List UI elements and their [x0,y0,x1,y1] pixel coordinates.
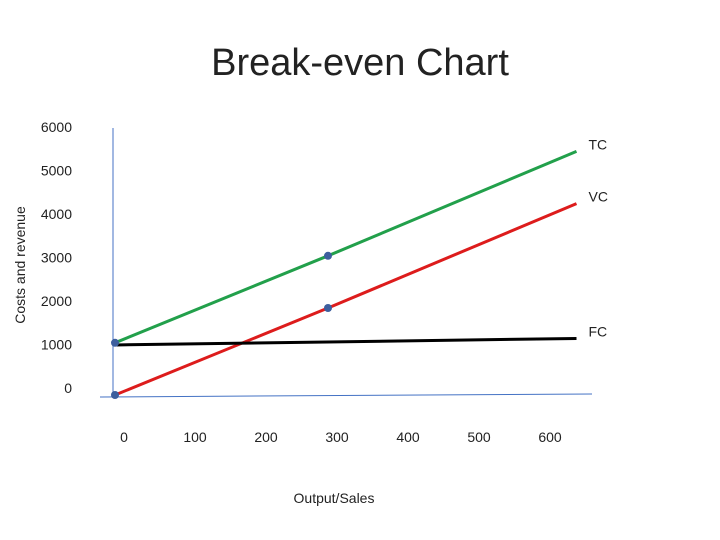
x-tick-label: 100 [183,429,207,445]
y-tick-label: 3000 [41,250,72,266]
x-tick-label: 0 [120,429,128,445]
chart-title: Break-even Chart [211,42,509,84]
y-tick-label: 2000 [41,293,72,309]
series-marker-tc [324,251,332,260]
y-tick-label: 4000 [41,206,72,222]
series-line-tc [114,150,578,345]
series-marker-vc [111,391,119,399]
x-tick-label: 400 [396,429,420,445]
y-tick-label: 0 [64,380,72,396]
x-axis-title: Output/Sales [294,490,375,506]
series-line-vc [114,202,578,397]
series-marker-tc [111,338,119,347]
y-tick-label: 1000 [41,337,72,353]
series-label-tc: TC [589,136,608,152]
y-axis-title: Costs and revenue [12,206,28,324]
series-line-fc [114,336,577,347]
x-tick-label: 500 [467,429,491,445]
series-label-fc: FC [589,323,608,339]
x-tick-label: 600 [538,429,562,445]
y-tick-label: 6000 [41,119,72,135]
series-marker-vc [324,304,332,312]
x-axis-line [99,393,593,398]
x-tick-label: 300 [325,429,349,445]
series-label-vc: VC [589,189,608,205]
y-tick-label: 5000 [41,163,72,179]
x-tick-label: 200 [254,429,278,445]
